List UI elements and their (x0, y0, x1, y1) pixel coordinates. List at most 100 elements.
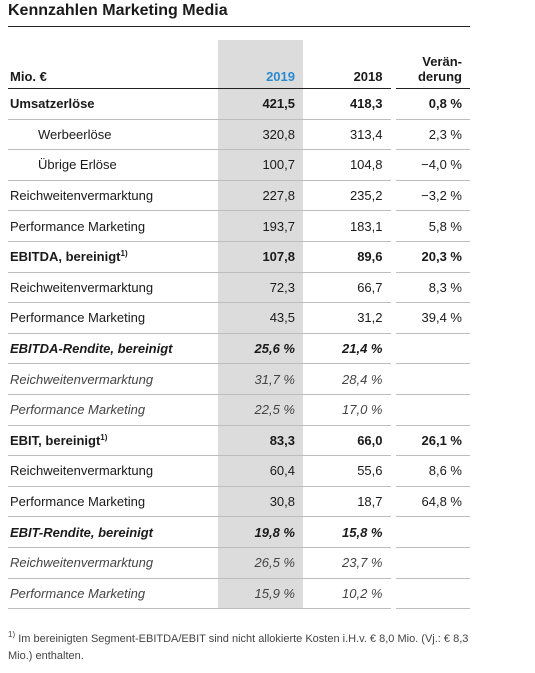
empty-cell (390, 516, 470, 548)
table-cell: 89,6 (303, 241, 393, 273)
table-cell: Performance Marketing (8, 578, 218, 610)
column-header: 2019 (218, 40, 303, 89)
table-cell: 421,5 (218, 88, 303, 120)
table-cell: 8,6 % (390, 455, 470, 487)
kpi-table: Mio. € 2019 2018 Verän- derung Umsatzerl… (8, 40, 470, 610)
table-cell: 17,0 % (303, 394, 393, 426)
table-cell: 19,8 % (218, 516, 303, 548)
table-cell: 55,6 (303, 455, 393, 487)
table-cell: 313,4 (303, 119, 393, 151)
table-cell: 2,3 % (390, 119, 470, 151)
empty-cell (390, 394, 470, 426)
table-cell: Werbeerlöse (8, 119, 218, 151)
table-cell: 18,7 (303, 486, 393, 518)
table-cell: 320,8 (218, 119, 303, 151)
cell-text: EBIT, bereinigt (10, 432, 101, 448)
table-cell: 15,8 % (303, 516, 393, 548)
footnote-ref: 1) (100, 432, 108, 442)
table-row: Performance Marketing 15,9 % 10,2 % (8, 578, 470, 610)
table-cell: 5,8 % (390, 210, 470, 242)
table-row: EBITDA-Rendite, bereinigt 25,6 % 21,4 % (8, 333, 470, 365)
table-cell: 39,4 % (390, 302, 470, 334)
table-cell: 31,2 (303, 302, 393, 334)
table-row: Übrige Erlöse 100,7 104,8 −4,0 % (8, 149, 470, 181)
table-cell: Übrige Erlöse (8, 149, 218, 181)
table-cell: 235,2 (303, 180, 393, 212)
table-cell: 0,8 % (390, 88, 470, 120)
table-cell: 23,7 % (303, 547, 393, 579)
table-row: Werbeerlöse 320,8 313,4 2,3 % (8, 119, 470, 151)
footnote: 1) Im bereinigten Segment-EBITDA/EBIT si… (8, 626, 478, 665)
table-cell: Performance Marketing (8, 394, 218, 426)
cell-text: EBITDA, bereinigt (10, 249, 121, 265)
header-row: Mio. € 2019 2018 Verän- derung (8, 40, 470, 89)
table-cell: 30,8 (218, 486, 303, 518)
table-cell: 21,4 % (303, 333, 393, 365)
table-row: Performance Marketing 22,5 % 17,0 % (8, 394, 470, 426)
table-cell: Reichweitenvermarktung (8, 455, 218, 487)
table-cell: Performance Marketing (8, 210, 218, 242)
table-cell: 31,7 % (218, 363, 303, 395)
table-cell: 72,3 (218, 272, 303, 304)
table-cell: 66,7 (303, 272, 393, 304)
table-row: Performance Marketing 193,7 183,1 5,8 % (8, 210, 470, 242)
table-cell: Performance Marketing (8, 486, 218, 518)
empty-cell (390, 363, 470, 395)
table-body: Umsatzerlöse 421,5 418,3 0,8 % Werbeerlöse 32… (8, 88, 470, 610)
table-cell: Reichweitenvermarktung (8, 363, 218, 395)
empty-cell (390, 578, 470, 610)
footnote-marker: 1) (8, 630, 16, 639)
table-row: Reichweitenvermarktung 31,7 % 28,4 % (8, 363, 470, 395)
header-line: Verän- (422, 54, 462, 69)
empty-cell (390, 547, 470, 579)
table-cell: 60,4 (218, 455, 303, 487)
table-cell: 107,8 (218, 241, 303, 273)
table-cell: 43,5 (218, 302, 303, 334)
table-cell: −3,2 % (390, 180, 470, 212)
table-cell: Umsatzerlöse (8, 88, 218, 120)
table-cell: 22,5 % (218, 394, 303, 426)
title: Kennzahlen Marketing Media (8, 2, 228, 19)
table-row: Reichweitenvermarktung 227,8 235,2 −3,2 % (8, 180, 470, 212)
table-cell: 100,7 (218, 149, 303, 181)
table-cell: 104,8 (303, 149, 393, 181)
table-cell: 28,4 % (303, 363, 393, 395)
table-cell: 26,5 % (218, 547, 303, 579)
table-cell: 83,3 (218, 425, 303, 457)
table-row: Reichweitenvermarktung 60,4 55,6 8,6 % (8, 455, 470, 487)
table-cell: 193,7 (218, 210, 303, 242)
table-cell: EBITDA, bereinigt1) (8, 241, 218, 273)
table-cell: Reichweitenvermarktung (8, 272, 218, 304)
column-header: Verän- derung (390, 40, 470, 89)
column-header: 2018 (303, 40, 393, 89)
table-cell: 66,0 (303, 425, 393, 457)
table-cell: 25,6 % (218, 333, 303, 365)
table-row: EBIT-Rendite, bereinigt 19,8 % 15,8 % (8, 516, 470, 548)
table-row: EBIT, bereinigt1) 83,3 66,0 26,1 % (8, 425, 470, 457)
table-row: Umsatzerlöse 421,5 418,3 0,8 % (8, 88, 470, 120)
table-cell: 26,1 % (390, 425, 470, 457)
table-cell: EBIT, bereinigt1) (8, 425, 218, 457)
table-cell: 183,1 (303, 210, 393, 242)
empty-cell (390, 333, 470, 365)
title-rule (8, 26, 470, 27)
table-cell: EBIT-Rendite, bereinigt (8, 516, 218, 548)
table-cell: EBITDA-Rendite, bereinigt (8, 333, 218, 365)
table-cell: 64,8 % (390, 486, 470, 518)
table-cell: 10,2 % (303, 578, 393, 610)
column-header: Mio. € (8, 40, 218, 89)
table-row: Reichweitenvermarktung 72,3 66,7 8,3 % (8, 272, 470, 304)
table-row: EBITDA, bereinigt1) 107,8 89,6 20,3 % (8, 241, 470, 273)
table-row: Performance Marketing 43,5 31,2 39,4 % (8, 302, 470, 334)
table-head: Mio. € 2019 2018 Verän- derung (8, 40, 470, 89)
table-cell: Performance Marketing (8, 302, 218, 334)
header-line: derung (417, 69, 462, 84)
table-row: Performance Marketing 30,8 18,7 64,8 % (8, 486, 470, 518)
footnote-text: Im bereinigten Segment-EBITDA/EBIT sind … (8, 633, 469, 662)
table-cell: −4,0 % (390, 149, 470, 181)
table-cell: 15,9 % (218, 578, 303, 610)
table-row: Reichweitenvermarktung 26,5 % 23,7 % (8, 547, 470, 579)
table-cell: Reichweitenvermarktung (8, 547, 218, 579)
